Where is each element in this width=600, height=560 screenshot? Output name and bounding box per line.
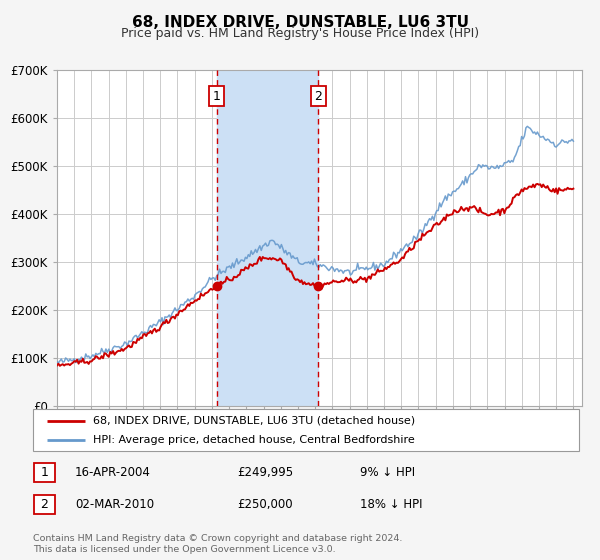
Text: 16-APR-2004: 16-APR-2004	[75, 466, 151, 479]
Text: 68, INDEX DRIVE, DUNSTABLE, LU6 3TU (detached house): 68, INDEX DRIVE, DUNSTABLE, LU6 3TU (det…	[93, 416, 415, 426]
Bar	[217, 70, 318, 406]
Text: 2: 2	[40, 498, 49, 511]
Text: 2: 2	[314, 90, 322, 103]
Text: 68, INDEX DRIVE, DUNSTABLE, LU6 3TU: 68, INDEX DRIVE, DUNSTABLE, LU6 3TU	[131, 15, 469, 30]
Text: 02-MAR-2010: 02-MAR-2010	[75, 498, 154, 511]
Text: Contains HM Land Registry data © Crown copyright and database right 2024.: Contains HM Land Registry data © Crown c…	[33, 534, 403, 543]
Text: HPI: Average price, detached house, Central Bedfordshire: HPI: Average price, detached house, Cent…	[93, 435, 415, 445]
Text: 1: 1	[213, 90, 221, 103]
Text: £250,000: £250,000	[237, 498, 293, 511]
Text: Price paid vs. HM Land Registry's House Price Index (HPI): Price paid vs. HM Land Registry's House …	[121, 27, 479, 40]
Text: 1: 1	[40, 466, 49, 479]
Text: 18% ↓ HPI: 18% ↓ HPI	[360, 498, 422, 511]
Text: 9% ↓ HPI: 9% ↓ HPI	[360, 466, 415, 479]
Text: £249,995: £249,995	[237, 466, 293, 479]
Text: This data is licensed under the Open Government Licence v3.0.: This data is licensed under the Open Gov…	[33, 545, 335, 554]
